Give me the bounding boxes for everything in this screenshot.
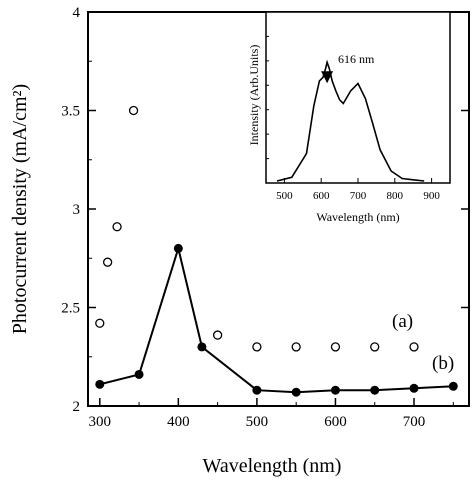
inset-plot: 500 600 700 800 900 616 nm Intensity (Arb.Un… <box>247 11 451 224</box>
y-tick-label: 3.5 <box>61 104 80 120</box>
inset-x-axis-title: Wavelength (nm) <box>316 210 399 224</box>
series-a-point <box>95 318 105 328</box>
y-tick-label: 4 <box>73 5 81 21</box>
series-a-point <box>102 257 113 267</box>
series-a-point <box>128 105 139 116</box>
series-b-point <box>370 385 380 395</box>
y-tick-label: 2 <box>73 399 81 415</box>
inset-x-tick-label: 800 <box>387 190 404 202</box>
x-tick-label: 300 <box>89 414 112 430</box>
series-b-point <box>291 387 301 397</box>
series-b-point <box>252 385 262 395</box>
series-a-point <box>330 342 341 352</box>
x-tick-label: 700 <box>403 414 426 430</box>
main-plot: 2 2.5 3 3.5 4 300 400 500 600 700 (a) (b) Photoc… <box>9 5 470 477</box>
series-a-group <box>95 105 419 352</box>
inset-x-tick-label: 500 <box>276 190 293 202</box>
series-b-point <box>95 379 105 389</box>
series-b-point <box>134 369 144 379</box>
inset-y-axis-title: Intensity (Arb.Units) <box>247 45 261 146</box>
y-tick-label: 2.5 <box>61 301 80 317</box>
series-a-point <box>370 342 380 352</box>
main-y-axis-title: Photocurrent density (mA/cm²) <box>9 84 31 334</box>
series-a-point <box>409 342 419 352</box>
series-b-point <box>330 385 340 395</box>
inset-plot-frame <box>265 11 451 184</box>
x-tick-label: 400 <box>167 414 190 430</box>
series-b-point <box>197 342 207 352</box>
main-x-axis-ticks: 300 400 500 600 700 <box>89 398 454 430</box>
x-tick-label: 500 <box>246 414 269 430</box>
series-b-point <box>409 383 419 393</box>
series-b-label: (b) <box>432 353 454 374</box>
series-a-point <box>252 342 262 352</box>
main-x-axis-title: Wavelength (nm) <box>203 455 342 477</box>
inset-x-axis-ticks: 500 600 700 800 900 <box>266 35 440 202</box>
series-a-point <box>291 342 301 352</box>
series-a-point <box>212 330 223 340</box>
peak-annotation: 616 nm <box>338 52 375 66</box>
series-b-line <box>99 244 454 394</box>
y-tick-label: 3 <box>73 202 81 218</box>
series-b-point <box>173 243 183 253</box>
inset-x-tick-label: 700 <box>350 190 367 202</box>
main-y-axis-ticks: 2 2.5 3 3.5 4 <box>61 5 469 415</box>
inset-x-tick-label: 600 <box>313 190 330 202</box>
series-a-label: (a) <box>392 311 413 332</box>
inset-emission-curve <box>276 59 425 182</box>
x-tick-label: 600 <box>324 414 347 430</box>
inset-x-tick-label: 900 <box>423 190 440 202</box>
series-a-point <box>112 222 122 232</box>
peak-arrow-icon <box>321 71 334 84</box>
series-b-group <box>95 243 458 397</box>
series-b-point <box>448 381 458 391</box>
